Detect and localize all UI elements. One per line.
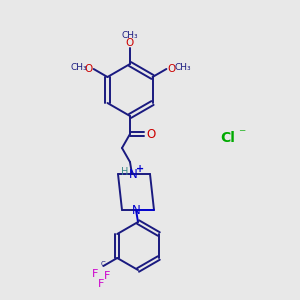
Text: N: N: [132, 203, 140, 217]
Text: O: O: [146, 128, 156, 140]
Text: O: O: [167, 64, 176, 74]
Text: CH₃: CH₃: [70, 62, 87, 71]
Text: F: F: [104, 271, 110, 281]
Text: O: O: [85, 64, 93, 74]
Text: H: H: [121, 167, 129, 177]
Text: ⁻: ⁻: [238, 127, 246, 141]
Text: +: +: [136, 164, 144, 174]
Text: CH₃: CH₃: [122, 31, 138, 40]
Text: C: C: [101, 261, 106, 267]
Text: N: N: [129, 167, 137, 181]
Text: O: O: [126, 38, 134, 48]
Text: Cl: Cl: [220, 131, 236, 145]
Text: F: F: [98, 279, 104, 289]
Text: CH₃: CH₃: [174, 62, 191, 71]
Text: F: F: [92, 269, 98, 279]
